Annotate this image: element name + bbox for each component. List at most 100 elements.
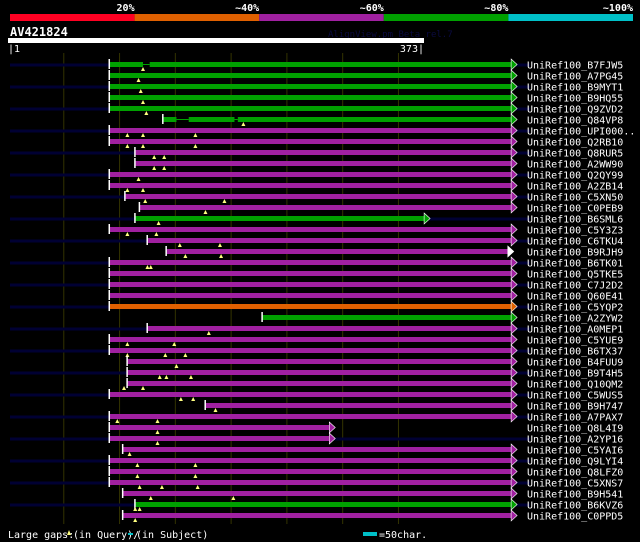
hit-row[interactable]: UniRef100_Q8LFZ0: [108, 465, 624, 479]
hit-row[interactable]: UniRef100_Q5TKE5: [108, 267, 624, 281]
hit-row[interactable]: UniRef100_B6TX37: [10, 344, 623, 358]
hit-name[interactable]: UniRef100_B9MYT1: [527, 83, 623, 94]
hit-name[interactable]: UniRef100_B6SML6: [527, 215, 623, 226]
hit-bar[interactable]: [109, 139, 512, 144]
hit-bar[interactable]: [109, 304, 512, 309]
hit-name[interactable]: UniRef100_Q2RB10: [527, 138, 623, 149]
hit-bar[interactable]: [109, 95, 512, 100]
hit-bar[interactable]: [109, 458, 512, 463]
hit-name[interactable]: UniRef100_C5YUE9: [527, 336, 623, 347]
hit-bar[interactable]: [109, 425, 330, 430]
hit-name[interactable]: UniRef100_Q60E41: [527, 292, 623, 303]
hit-row[interactable]: UniRef100_C5YQP2: [10, 300, 623, 314]
hit-bar[interactable]: [109, 436, 330, 441]
hit-row[interactable]: UniRef100_B9HQ55: [108, 91, 624, 105]
hit-row[interactable]: UniRef100_UPI000..: [10, 124, 635, 138]
hit-row[interactable]: UniRef100_A0MEP1: [10, 322, 623, 336]
hit-name[interactable]: UniRef100_A7PG45: [527, 72, 623, 83]
hit-name[interactable]: UniRef100_Q10QM2: [527, 380, 623, 391]
hit-name[interactable]: UniRef100_Q8RUR5: [527, 149, 623, 160]
hit-row[interactable]: UniRef100_A2WW90: [134, 157, 623, 171]
hit-bar[interactable]: [122, 447, 512, 452]
hit-row[interactable]: UniRef100_B9MYT1: [10, 80, 623, 94]
hit-row[interactable]: UniRef100_C5XN50: [10, 190, 623, 204]
hit-bar[interactable]: [109, 480, 512, 485]
hit-bar[interactable]: [125, 194, 512, 199]
hit-row[interactable]: UniRef100_C5YAI6: [121, 443, 623, 457]
hit-bar[interactable]: [127, 381, 512, 386]
hit-row[interactable]: UniRef100_B9H541: [121, 487, 623, 501]
hit-name[interactable]: UniRef100_C7J2D2: [527, 281, 623, 292]
hit-bar[interactable]: [109, 62, 512, 67]
hit-name[interactable]: UniRef100_C5YQP2: [527, 303, 623, 314]
hit-row[interactable]: UniRef100_B4FUU9: [126, 355, 623, 369]
hit-row[interactable]: UniRef100_C5WUS5: [10, 388, 623, 402]
hit-row[interactable]: UniRef100_A7PAX7: [10, 410, 623, 424]
hit-name[interactable]: UniRef100_B9RJH9: [527, 248, 623, 259]
hit-row[interactable]: UniRef100_Q9ZVD2: [10, 102, 623, 116]
hit-bar[interactable]: [135, 502, 512, 507]
hit-name[interactable]: UniRef100_B9H541: [527, 490, 623, 501]
hit-bar[interactable]: [135, 161, 512, 166]
hit-name[interactable]: UniRef100_B4FUU9: [527, 358, 623, 369]
hit-name[interactable]: UniRef100_C5XN50: [527, 193, 623, 204]
hit-bar[interactable]: [163, 117, 512, 122]
hit-row[interactable]: UniRef100_B6SML6: [10, 212, 623, 226]
hit-bar[interactable]: [109, 172, 512, 177]
hit-name[interactable]: UniRef100_Q8LFZ0: [527, 468, 623, 479]
hit-row[interactable]: UniRef100_B6TK01: [10, 256, 623, 270]
hit-bar[interactable]: [147, 238, 512, 243]
hit-row[interactable]: UniRef100_C5XNS7: [10, 476, 623, 490]
hit-bar[interactable]: [109, 469, 512, 474]
hit-name[interactable]: UniRef100_Q8L4I9: [527, 424, 623, 435]
hit-name[interactable]: UniRef100_A2YP16: [527, 435, 623, 446]
hit-row[interactable]: UniRef100_C0PEB9: [138, 201, 624, 215]
hit-name[interactable]: UniRef100_A0MEP1: [527, 325, 623, 336]
hit-row[interactable]: UniRef100_Q84VP8: [162, 113, 623, 127]
hit-name[interactable]: UniRef100_C5YAI6: [527, 446, 623, 457]
hit-name[interactable]: UniRef100_Q9LYI4: [527, 457, 623, 468]
hit-bar[interactable]: [109, 282, 512, 287]
hit-name[interactable]: UniRef100_C5Y3Z3: [527, 226, 623, 237]
hit-row[interactable]: UniRef100_C0PPD5: [121, 509, 623, 523]
hit-bar[interactable]: [205, 403, 512, 408]
hit-row[interactable]: UniRef100_B9H747: [204, 399, 623, 413]
hit-name[interactable]: UniRef100_C5WUS5: [527, 391, 623, 402]
hit-bar[interactable]: [109, 414, 512, 419]
hit-bar[interactable]: [109, 183, 512, 188]
hit-row[interactable]: UniRef100_C6TKU4: [10, 234, 623, 248]
hit-bar[interactable]: [262, 315, 512, 320]
hit-row[interactable]: UniRef100_A7PG45: [108, 69, 624, 83]
hit-name[interactable]: UniRef100_A2ZB14: [527, 182, 623, 193]
hit-row[interactable]: UniRef100_A2ZYW2: [261, 311, 623, 325]
hit-bar[interactable]: [109, 337, 512, 342]
hit-bar[interactable]: [109, 293, 512, 298]
hit-bar[interactable]: [135, 216, 425, 221]
hit-name[interactable]: UniRef100_Q2QY99: [527, 171, 623, 182]
hit-name[interactable]: UniRef100_C5XNS7: [527, 479, 623, 490]
hit-row[interactable]: UniRef100_Q60E41: [108, 289, 624, 303]
hit-bar[interactable]: [147, 326, 512, 331]
hit-row[interactable]: UniRef100_B9RJH9: [165, 245, 623, 259]
hit-name[interactable]: UniRef100_A2WW90: [527, 160, 623, 171]
hit-row[interactable]: UniRef100_B7FJW5: [10, 58, 623, 72]
hit-bar[interactable]: [109, 106, 512, 111]
hit-name[interactable]: UniRef100_A2ZYW2: [527, 314, 623, 325]
hit-bar[interactable]: [109, 84, 512, 89]
hit-bar[interactable]: [109, 128, 512, 133]
hit-name[interactable]: UniRef100_C6TKU4: [527, 237, 623, 248]
hit-row[interactable]: UniRef100_Q10QM2: [122, 377, 623, 391]
hit-row[interactable]: UniRef100_C7J2D2: [10, 278, 623, 292]
hit-row[interactable]: UniRef100_Q2RB10: [108, 135, 624, 149]
hit-row[interactable]: UniRef100_A2YP16: [10, 432, 623, 446]
hit-row[interactable]: UniRef100_Q8L4I9: [108, 421, 624, 435]
hit-bar[interactable]: [122, 491, 512, 496]
hit-name[interactable]: UniRef100_B7FJW5: [527, 61, 623, 72]
hit-row[interactable]: UniRef100_B9T4H5: [10, 366, 623, 380]
hit-bar[interactable]: [166, 249, 508, 254]
hit-bar[interactable]: [109, 392, 512, 397]
hit-name[interactable]: UniRef100_B9H747: [527, 402, 623, 413]
hit-bar[interactable]: [127, 370, 512, 375]
hit-row[interactable]: UniRef100_Q9LYI4: [10, 454, 623, 468]
hit-name[interactable]: UniRef100_Q9ZVD2: [527, 105, 623, 116]
